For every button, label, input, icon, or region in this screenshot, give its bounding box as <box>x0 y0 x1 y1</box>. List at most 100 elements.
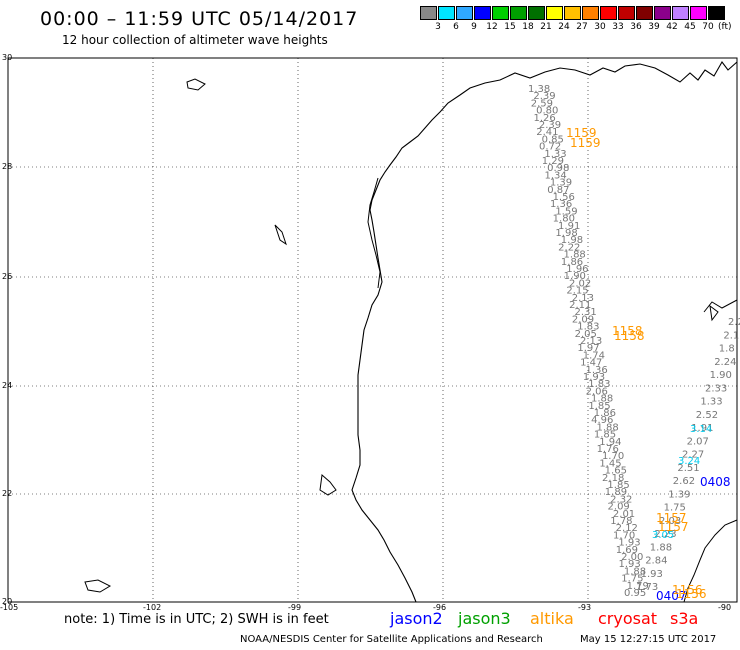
scale-tick-label: 39 <box>648 22 660 32</box>
latitude-label: 26 <box>2 272 13 281</box>
wave-height-label: 1.88 <box>624 566 646 577</box>
pass-time-label: 1159 <box>566 126 597 140</box>
wave-height-label: 1.83 <box>588 379 610 390</box>
wave-height-label: 2.32 <box>610 494 632 505</box>
island <box>186 78 206 91</box>
map-frame <box>7 57 738 603</box>
island <box>709 304 719 322</box>
wave-height-label: 2.09 <box>608 502 630 513</box>
island <box>84 579 112 593</box>
longitude-label: -96 <box>433 603 447 612</box>
wave-height-label: 1.88 <box>596 422 618 433</box>
wave-height-label: 2.23 <box>654 529 676 540</box>
wave-height-label: 2.62 <box>673 476 695 487</box>
wave-height-label: 1.26 <box>533 113 555 124</box>
scale-swatch <box>546 6 563 20</box>
barrier-island <box>367 177 381 289</box>
wave-height-label: 2.27 <box>682 450 704 461</box>
scale-tick-label: 12 <box>486 22 498 32</box>
wave-height-label: 1.79 <box>627 581 649 592</box>
pass-time-label: 1158 <box>614 329 645 343</box>
scale-swatch <box>582 6 599 20</box>
wave-height-label: 2.33 <box>705 383 727 394</box>
scale-swatch <box>474 6 491 20</box>
wave-height-label: 1.86 <box>561 257 583 268</box>
wave-height-label: 1.70 <box>613 530 635 541</box>
longitude-label: -99 <box>288 603 302 612</box>
wave-height-label: 1.76 <box>597 444 619 455</box>
wave-height-label: 1.33 <box>544 149 566 160</box>
wave-height-label: 1.36 <box>585 365 607 376</box>
wave-height-label: 2.41 <box>536 127 558 138</box>
latitude-label: 24 <box>2 381 13 390</box>
wave-height-label: 2.00 <box>621 552 643 563</box>
wave-height-label: 2.12 <box>616 523 638 534</box>
scale-tick-label: 36 <box>630 22 642 32</box>
chart-subtitle: 12 hour collection of altimeter wave hei… <box>62 33 328 47</box>
wave-height-label: 2.07 <box>687 436 709 447</box>
wave-height-label: 2.03 <box>659 516 681 527</box>
wave-height-label: 1.97 <box>577 343 599 354</box>
wave-height-label: 2.06 <box>586 386 608 397</box>
scale-swatch <box>564 6 581 20</box>
wave-height-label: 0.85 <box>542 134 564 145</box>
wave-height-label: 1.85 <box>594 430 616 441</box>
scale-tick-label: 15 <box>504 22 516 32</box>
wave-height-label: 2.18 <box>602 473 624 484</box>
wave-height-label: 0.95 <box>624 588 646 599</box>
scale-swatch <box>636 6 653 20</box>
latitude-label: 30 <box>2 53 13 62</box>
wave-height-label: 2.39 <box>533 91 555 102</box>
wave-height-label: 2.39 <box>539 120 561 131</box>
wave-height-label: 1.90 <box>564 271 586 282</box>
wave-height-label: 1.78 <box>610 516 632 527</box>
scale-swatch <box>528 6 545 20</box>
scale-tick-label: 33 <box>612 22 624 32</box>
lat-lon-grid <box>8 58 737 602</box>
wave-height-label: 1.36 <box>550 199 572 210</box>
pass-time-label: 1157 <box>658 520 689 534</box>
longitude-label: -90 <box>718 603 732 612</box>
wave-height-label: 1.86 <box>594 408 616 419</box>
wave-height-label: 1.34 <box>544 170 566 181</box>
scale-swatch <box>438 6 455 20</box>
island <box>274 224 287 246</box>
wave-height-label: 2.13 <box>580 336 602 347</box>
wave-height-label: 1.83 <box>577 322 599 333</box>
latitude-label: 28 <box>2 162 13 171</box>
scale-swatch <box>708 6 725 20</box>
pass-time-label: 0407 <box>656 589 687 603</box>
wave-height-label: 1.75 <box>664 503 686 514</box>
wave-height-label: 1.33 <box>700 397 722 408</box>
wave-height-label: 2.11 <box>569 300 591 311</box>
scale-swatch <box>600 6 617 20</box>
pass-time-label: 1159 <box>570 136 601 150</box>
delta-coast <box>683 299 738 603</box>
credit-line: NOAA/NESDIS Center for Satellite Applica… <box>240 634 543 645</box>
wave-height-label: 2.52 <box>696 410 718 421</box>
wave-height-label: 2.15 <box>566 286 588 297</box>
wave-height-label: 0.98 <box>547 163 569 174</box>
pass-time-label: 1158 <box>612 324 643 338</box>
wave-height-label: 1.39 <box>668 489 690 500</box>
legend-s3a: s3a <box>670 609 699 628</box>
scale-swatch <box>654 6 671 20</box>
scale-tick-label: 6 <box>453 22 459 32</box>
wave-height-label: 1.96 <box>566 264 588 275</box>
wave-height-label: 1.93 <box>583 372 605 383</box>
pass-time-label: 1156 <box>676 587 707 601</box>
wave-height-label: 1.69 <box>616 545 638 556</box>
longitude-label: -93 <box>578 603 592 612</box>
scale-swatch <box>492 6 509 20</box>
timestamp: May 15 12:27:15 UTC 2017 <box>580 634 717 645</box>
wave-height-label: 1.91 <box>558 221 580 232</box>
wave-height-label: 1.29 <box>542 156 564 167</box>
wave-height-label: 1.93 <box>619 559 641 570</box>
coastline <box>351 61 738 603</box>
wave-height-label: 2.05 <box>575 329 597 340</box>
wave-height-label: 2.13 <box>572 293 594 304</box>
wave-height-label: 2.02 <box>569 278 591 289</box>
wave-height-label: 0.87 <box>547 185 569 196</box>
wave-height-label: 1.45 <box>599 458 621 469</box>
island <box>319 474 337 496</box>
